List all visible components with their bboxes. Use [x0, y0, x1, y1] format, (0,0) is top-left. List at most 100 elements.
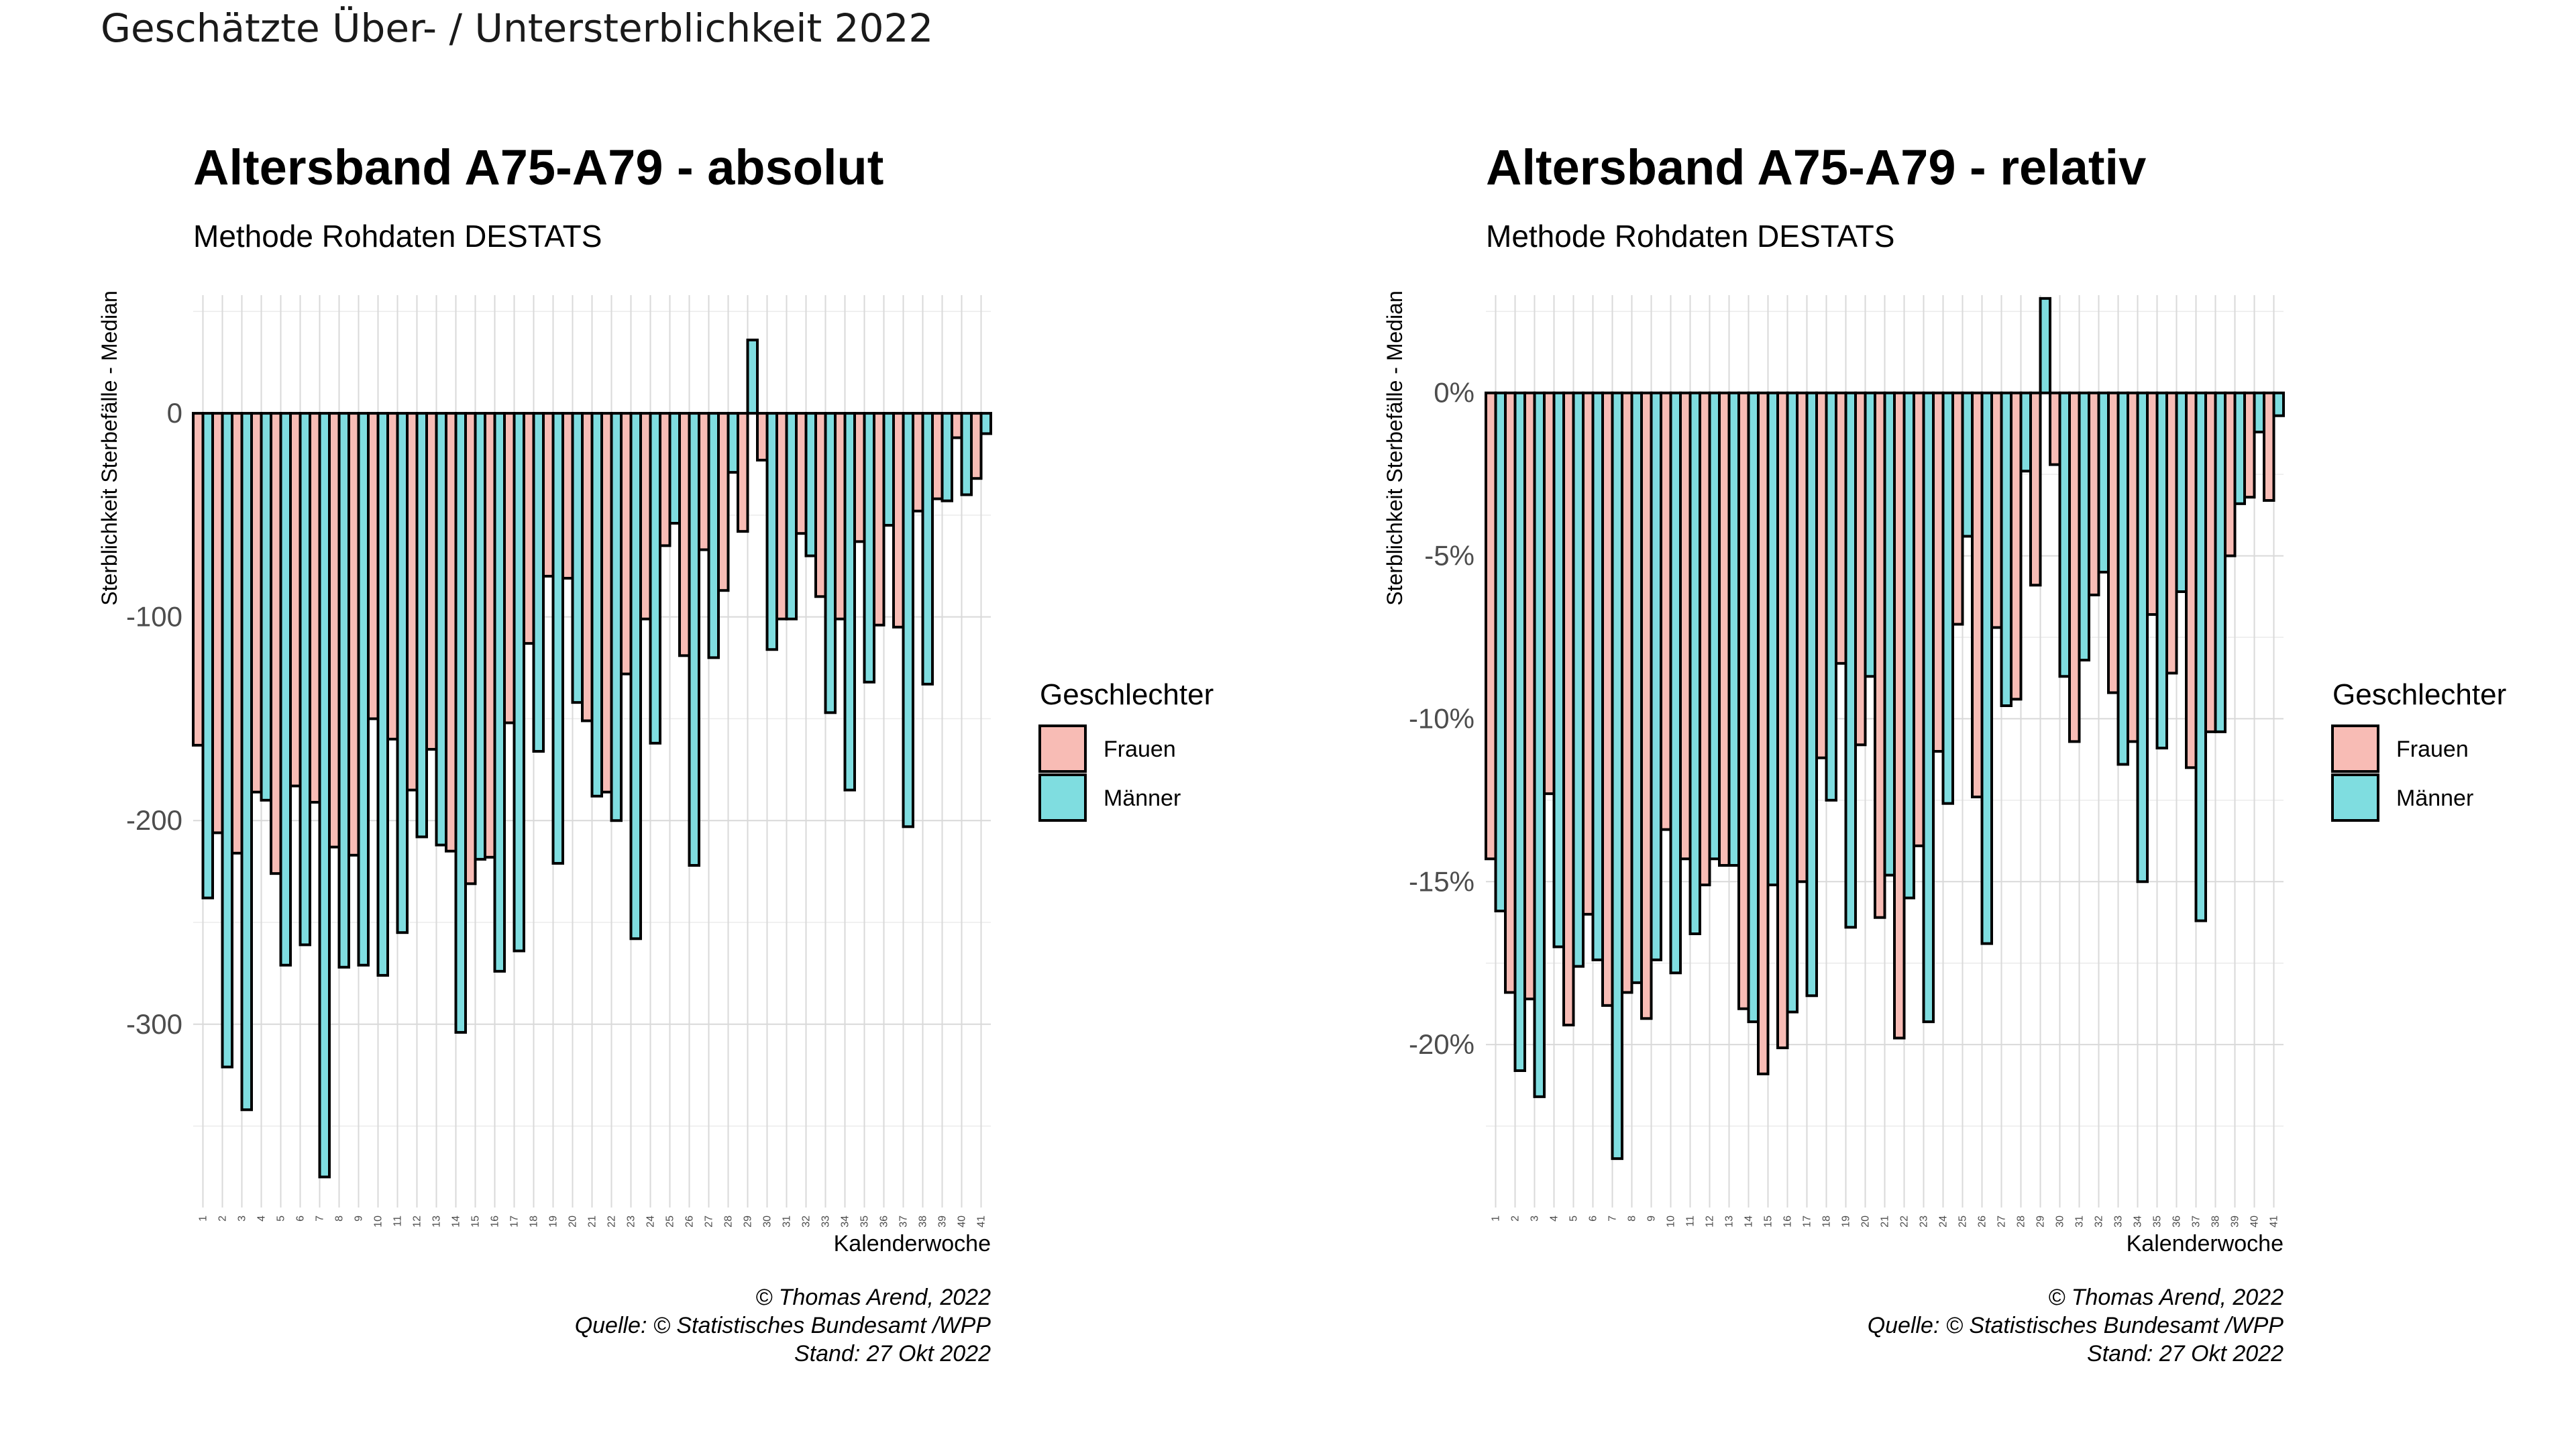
x-tick-label: 9: [354, 1216, 365, 1222]
bar-frauen-kw40: [951, 412, 963, 439]
chart-panel-relative: Altersband A75-A79 - relativ Methode Roh…: [1383, 140, 2506, 1366]
caption-source: Quelle: © Statistisches Bundesamt /WPP: [1868, 1313, 2284, 1338]
bar-maenner-kw7: [318, 412, 331, 1179]
bar-frauen-kw36: [873, 412, 885, 627]
x-tick-label: 37: [2191, 1216, 2202, 1228]
x-tick-label: 32: [2094, 1216, 2105, 1228]
x-tick-label: 28: [723, 1216, 735, 1228]
x-tick-label: 1: [1491, 1216, 1502, 1222]
x-tick-label: 40: [2249, 1216, 2261, 1228]
bar-maenner-kw6: [1591, 391, 1604, 961]
bar-frauen-kw28: [717, 412, 730, 592]
bar-maenner-kw28: [727, 412, 739, 474]
legend-label-frauen: Frauen: [1104, 737, 1176, 762]
x-tick-label: 13: [431, 1216, 443, 1228]
bar-frauen-kw9: [1640, 391, 1653, 1020]
bar-maenner-kw27: [2000, 391, 2012, 707]
y-tick-label: 0: [167, 397, 182, 429]
x-tick-label: 3: [237, 1216, 248, 1222]
x-tick-label: 2: [217, 1216, 229, 1222]
bar-maenner-kw3: [240, 412, 253, 1112]
x-tick-label: 31: [782, 1216, 793, 1228]
x-tick-label: 15: [1763, 1216, 1774, 1228]
bar-maenner-kw22: [610, 412, 623, 822]
legend-swatch-maenner: [1038, 773, 1087, 822]
bar-frauen-kw41: [970, 412, 983, 480]
bar-maenner-kw36: [882, 412, 895, 527]
bar-frauen-kw2: [1504, 391, 1517, 994]
bar-frauen-kw9: [347, 412, 360, 857]
bar-frauen-kw37: [2185, 391, 2198, 769]
x-tick-label: 39: [2230, 1216, 2241, 1228]
bars: [192, 338, 992, 1179]
bar-frauen-kw13: [425, 412, 438, 751]
bar-maenner-kw13: [435, 412, 447, 847]
x-tick-label: 12: [412, 1216, 423, 1228]
bar-maenner-kw12: [415, 412, 428, 839]
bar-frauen-kw2: [211, 412, 224, 835]
x-tick-label: 21: [1880, 1216, 1891, 1228]
bar-maenner-kw20: [571, 412, 584, 704]
bar-frauen-kw20: [1854, 391, 1867, 747]
bar-maenner-kw3: [1533, 391, 1546, 1098]
x-tick-label: 33: [2113, 1216, 2125, 1228]
bars: [1485, 297, 2285, 1161]
x-tick-label: 22: [1899, 1216, 1911, 1228]
x-axis-label: Kalenderwoche: [834, 1231, 991, 1256]
bar-frauen-kw29: [2029, 391, 2042, 587]
bar-frauen-kw39: [931, 412, 944, 500]
bar-maenner-kw9: [1650, 391, 1662, 961]
bar-frauen-kw16: [484, 412, 496, 859]
bar-frauen-kw7: [1601, 391, 1614, 1007]
bar-maenner-kw6: [299, 412, 311, 947]
bar-maenner-kw29: [2039, 297, 2051, 394]
bar-maenner-kw21: [1883, 391, 1896, 877]
bar-maenner-kw19: [1844, 391, 1857, 929]
x-tick-label: 8: [334, 1216, 345, 1222]
bar-maenner-kw24: [1941, 391, 1954, 805]
bar-frauen-kw26: [1971, 391, 1984, 798]
x-tick-label: 38: [2210, 1216, 2222, 1228]
bar-frauen-kw10: [367, 412, 380, 720]
y-axis-label: Sterblichkeit Sterbefälle - Median: [97, 290, 121, 606]
x-tick-label: 34: [840, 1216, 851, 1228]
x-tick-label: 40: [957, 1216, 968, 1228]
bar-frauen-kw15: [464, 412, 477, 885]
bar-maenner-kw41: [2272, 391, 2285, 417]
caption-source: Quelle: © Statistisches Bundesamt /WPP: [575, 1313, 991, 1338]
bar-maenner-kw7: [1611, 391, 1623, 1161]
bar-maenner-kw16: [1786, 391, 1799, 1014]
bar-frauen-kw7: [309, 412, 321, 804]
bar-maenner-kw33: [2116, 391, 2129, 766]
x-tick-label: 27: [1996, 1216, 2008, 1228]
x-tick-label: 41: [2269, 1216, 2280, 1228]
x-tick-label: 1: [198, 1216, 209, 1222]
x-tick-label: 10: [373, 1216, 384, 1228]
x-tick-label: 30: [2055, 1216, 2066, 1228]
x-tick-label: 13: [1724, 1216, 1735, 1228]
bar-maenner-kw13: [1727, 391, 1740, 867]
bar-maenner-kw17: [513, 412, 525, 953]
chart-subtitle: Methode Rohdaten DESTATS: [1486, 219, 1894, 254]
bar-frauen-kw6: [289, 412, 302, 788]
legend-swatch-frauen: [2331, 724, 2379, 773]
caption-date: Stand: 27 Okt 2022: [2087, 1341, 2284, 1366]
bar-maenner-kw11: [396, 412, 409, 934]
y-tick-label: -15%: [1409, 865, 1474, 897]
bar-maenner-kw38: [2214, 391, 2226, 733]
bar-maenner-kw40: [960, 412, 973, 496]
bar-frauen-kw18: [1815, 391, 1828, 759]
x-tick-label: 23: [626, 1216, 637, 1228]
bar-maenner-kw34: [843, 412, 856, 792]
bar-maenner-kw38: [921, 412, 934, 686]
bar-frauen-kw31: [775, 412, 788, 621]
bar-frauen-kw12: [1699, 391, 1711, 887]
bar-maenner-kw37: [902, 412, 914, 828]
bar-frauen-kw14: [1737, 391, 1750, 1010]
bar-maenner-kw25: [668, 412, 681, 525]
x-tick-label: 28: [2016, 1216, 2027, 1228]
bar-maenner-kw2: [221, 412, 233, 1069]
bar-frauen-kw11: [1679, 391, 1692, 861]
bar-frauen-kw25: [659, 412, 672, 547]
